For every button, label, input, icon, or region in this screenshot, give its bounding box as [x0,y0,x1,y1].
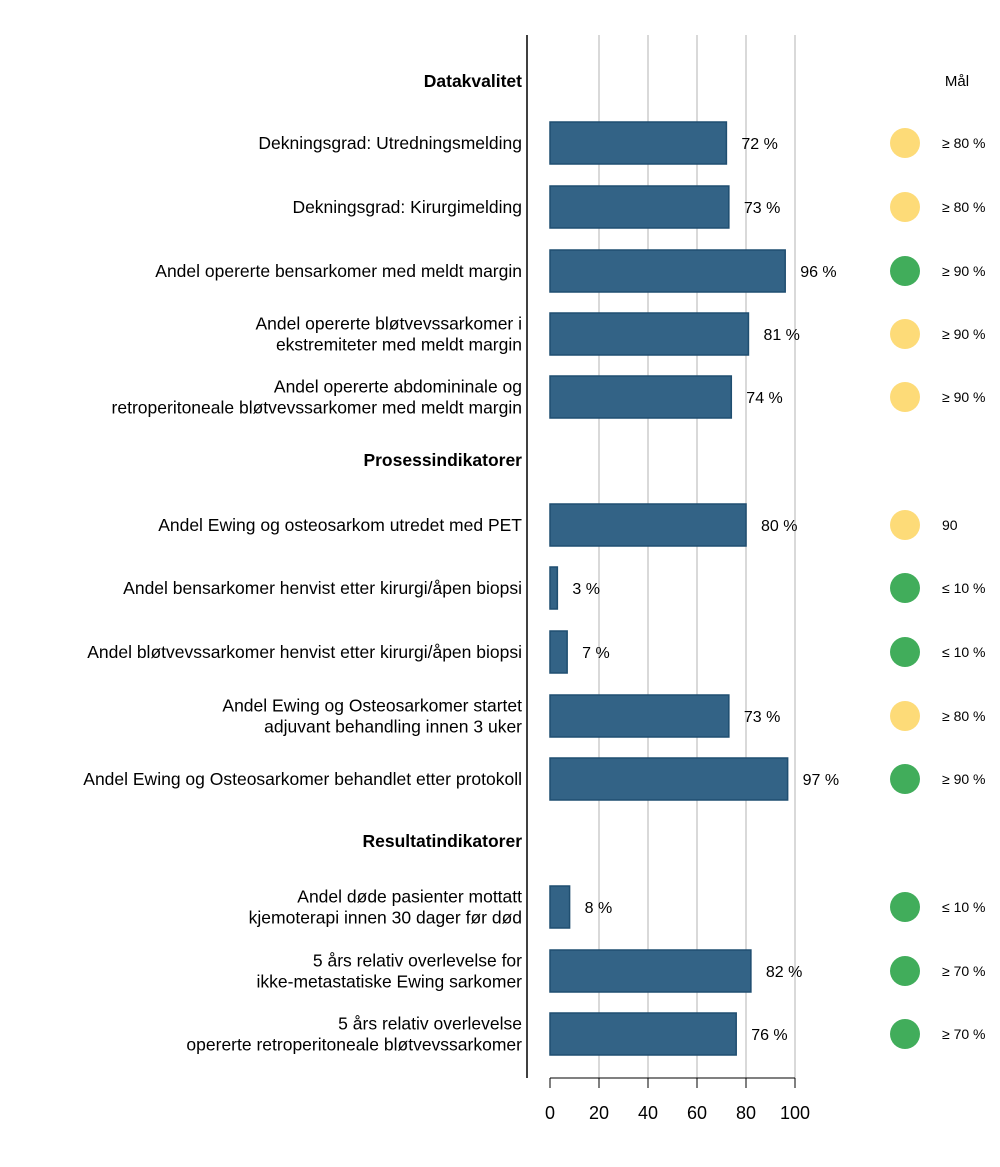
status-dot [890,128,920,158]
status-dot [890,510,920,540]
section-title: Resultatindikatorer [363,831,523,851]
status-dot [890,764,920,794]
rows-layer: Datakvalitet Dekningsgrad: Utredningsmeld… [83,71,985,1056]
status-dot [890,1019,920,1049]
category-label: adjuvant behandling innen 3 uker [264,717,522,737]
category-label: retroperitoneale bløtvevssarkomer med me… [112,398,522,418]
category-label: Andel Ewing og Osteosarkomer startet [222,696,522,716]
category-label: Andel opererte bløtvevssarkomer i [256,314,523,334]
category-label: Andel bløtvevssarkomer henvist etter kir… [87,642,522,662]
status-dot [890,701,920,731]
value-label: 8 % [585,900,613,917]
bar [549,249,786,293]
bar [549,566,559,610]
value-label: 74 % [746,390,782,407]
bar [549,757,789,801]
category-label: 5 års relativ overlevelse for [313,951,522,971]
goal-label: ≥ 70 % [942,1026,985,1042]
status-dot [890,573,920,603]
category-label: Andel opererte abdomininale og [274,377,522,397]
status-dot [890,637,920,667]
value-label: 73 % [744,200,780,217]
category-label: kjemoterapi innen 30 dager før død [249,908,522,928]
status-dot [890,319,920,349]
value-label: 7 % [582,645,610,662]
bar [549,694,730,738]
x-tick-label: 0 [545,1103,555,1123]
value-label: 97 % [803,772,839,789]
bar [549,503,747,547]
status-dot [890,956,920,986]
bar [549,885,571,929]
goal-label: ≥ 70 % [942,963,985,979]
bar [549,185,730,229]
x-tick-label: 40 [638,1103,658,1123]
goal-label: ≤ 10 % [942,899,985,915]
goal-label: ≥ 90 % [942,326,985,342]
category-label: Dekningsgrad: Kirurgimelding [292,197,522,217]
category-label: Andel døde pasienter mottatt [297,887,522,907]
value-label: 72 % [741,136,777,153]
value-label: 76 % [751,1027,787,1044]
goal-label: ≥ 90 % [942,771,985,787]
goal-label: ≥ 90 % [942,389,985,405]
section-title: Datakvalitet [424,71,522,91]
goal-label: ≥ 80 % [942,708,985,724]
bar [549,630,568,674]
x-axis: 0 20 40 60 80 100 [545,1077,810,1123]
goal-label: 90 [942,517,958,533]
x-tick-label: 100 [780,1103,810,1123]
goal-label: ≥ 80 % [942,135,985,151]
category-label: Andel opererte bensarkomer med meldt mar… [155,261,522,281]
category-label: 5 års relativ overlevelse [338,1014,522,1034]
category-label: Andel Ewing og osteosarkom utredet med P… [158,515,522,535]
category-label: opererte retroperitoneale bløtvevssarkom… [186,1035,522,1055]
status-dot [890,892,920,922]
value-label: 82 % [766,964,802,981]
goal-header: Mål [945,73,969,90]
goal-label: ≤ 10 % [942,644,985,660]
bar [549,312,750,356]
goal-label: ≥ 90 % [942,263,985,279]
x-tick-label: 60 [687,1103,707,1123]
bar [549,1012,737,1056]
value-label: 73 % [744,709,780,726]
status-dot [890,382,920,412]
section-title: Prosessindikatorer [363,450,522,470]
x-tick-label: 20 [589,1103,609,1123]
bar [549,121,728,165]
category-label: Dekningsgrad: Utredningsmelding [258,133,522,153]
category-label: Andel bensarkomer henvist etter kirurgi/… [123,578,522,598]
x-tick-label: 80 [736,1103,756,1123]
value-label: 96 % [800,264,836,281]
category-label: ikke-metastatiske Ewing sarkomer [257,972,523,992]
status-dot [890,192,920,222]
category-label: Andel Ewing og Osteosarkomer behandlet e… [83,769,522,789]
bar [549,949,752,993]
goal-label: ≤ 10 % [942,580,985,596]
goal-label: ≥ 80 % [942,199,985,215]
value-label: 81 % [763,327,799,344]
status-dot [890,256,920,286]
category-label: ekstremiteter med meldt margin [276,335,522,355]
value-label: 80 % [761,518,797,535]
bar [549,375,733,419]
value-label: 3 % [572,581,600,598]
